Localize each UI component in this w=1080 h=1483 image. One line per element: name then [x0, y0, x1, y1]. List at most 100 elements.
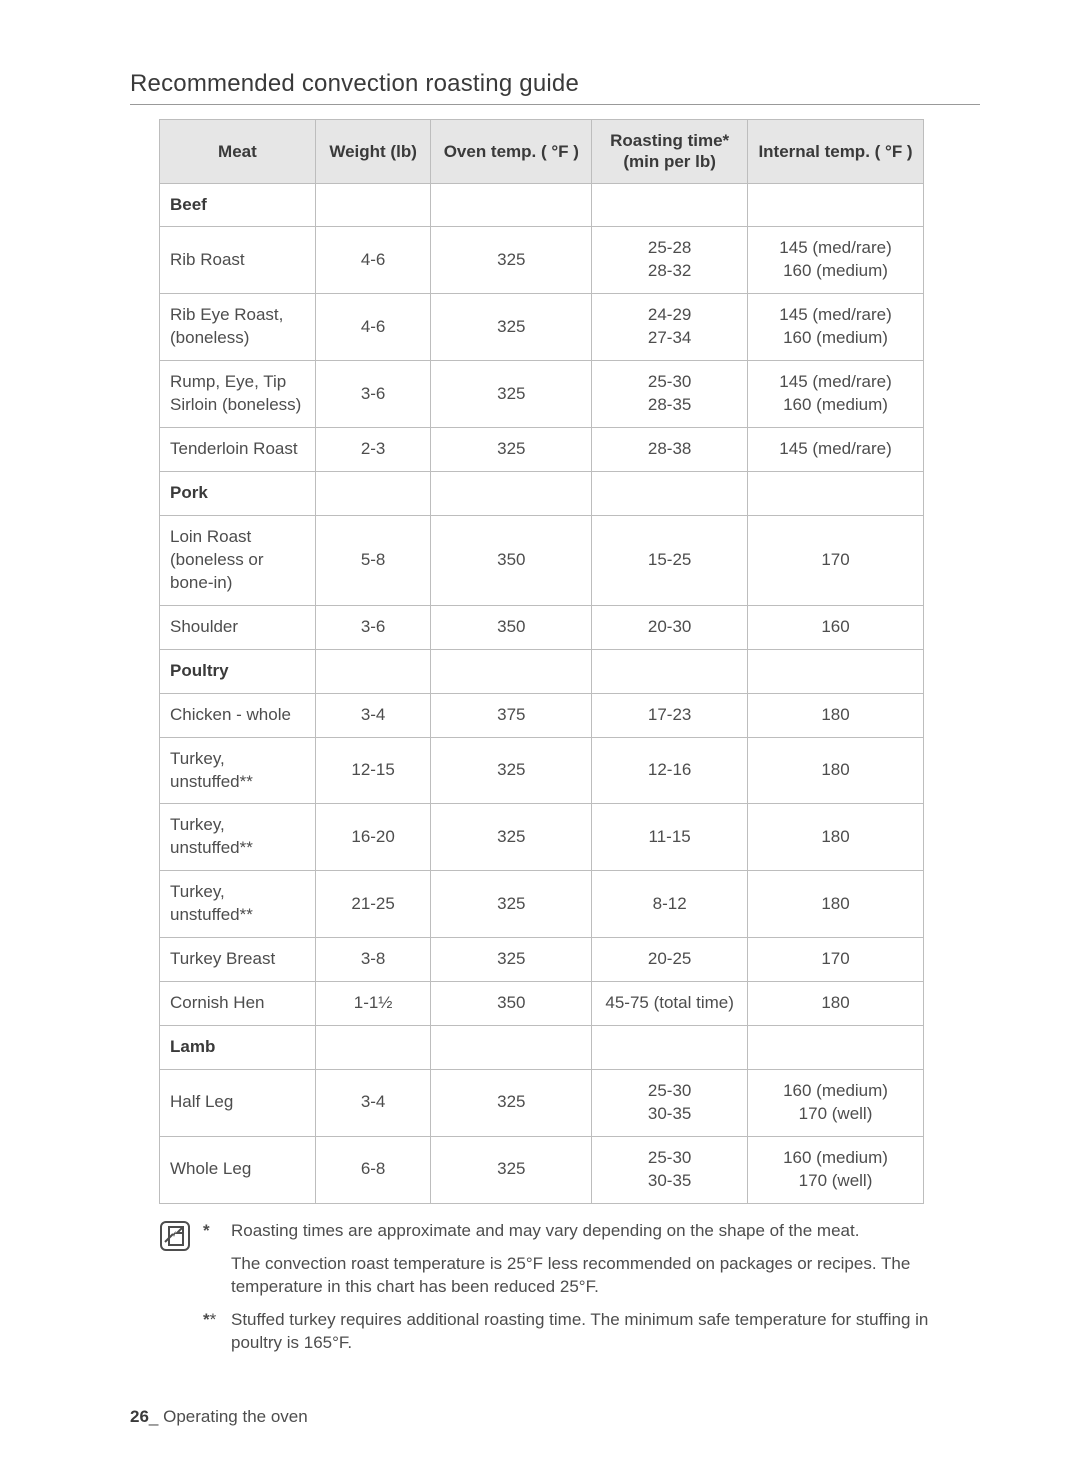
cell-internal: 180: [748, 871, 924, 938]
note-text: Roasting times are approximate and may v…: [231, 1220, 980, 1243]
cell-time: 12-16: [592, 737, 748, 804]
category-empty: [315, 183, 431, 227]
cell-meat: Rib Roast: [160, 227, 316, 294]
note-mark: *: [203, 1220, 231, 1243]
table-row: Rump, Eye, TipSirloin (boneless)3-632525…: [160, 361, 924, 428]
page-number: 26: [130, 1407, 149, 1426]
cell-oven: 325: [431, 737, 592, 804]
footer-section: Operating the oven: [163, 1407, 308, 1426]
col-internal: Internal temp. ( °F ): [748, 120, 924, 184]
cell-internal: 160: [748, 605, 924, 649]
category-empty: [748, 183, 924, 227]
cell-time: 20-30: [592, 605, 748, 649]
cell-time: 25-3030-35: [592, 1070, 748, 1137]
cell-time: 28-38: [592, 428, 748, 472]
table-row: Rib Eye Roast,(boneless)4-632524-2927-34…: [160, 294, 924, 361]
table-row: Half Leg3-432525-3030-35160 (medium)170 …: [160, 1070, 924, 1137]
cell-meat: Rib Eye Roast,(boneless): [160, 294, 316, 361]
cell-oven: 325: [431, 294, 592, 361]
cell-oven: 325: [431, 1136, 592, 1203]
cell-weight: 6-8: [315, 1136, 431, 1203]
cell-weight: 21-25: [315, 871, 431, 938]
cell-time: 25-2828-32: [592, 227, 748, 294]
category-empty: [592, 649, 748, 693]
page: Recommended convection roasting guide Me…: [0, 0, 1080, 1483]
cell-meat: Turkey,unstuffed**: [160, 804, 316, 871]
col-oven: Oven temp. ( °F ): [431, 120, 592, 184]
cell-oven: 350: [431, 605, 592, 649]
cell-meat: Cornish Hen: [160, 982, 316, 1026]
category-empty: [748, 649, 924, 693]
category-row: Beef: [160, 183, 924, 227]
category-empty: [431, 183, 592, 227]
category-name: Lamb: [160, 1026, 316, 1070]
cell-oven: 325: [431, 361, 592, 428]
category-empty: [431, 649, 592, 693]
category-name: Pork: [160, 472, 316, 516]
table-row: Tenderloin Roast2-332528-38145 (med/rare…: [160, 428, 924, 472]
cell-time: 25-3028-35: [592, 361, 748, 428]
cell-internal: 160 (medium)170 (well): [748, 1136, 924, 1203]
roasting-guide-table: Meat Weight (lb) Oven temp. ( °F ) Roast…: [159, 119, 924, 1204]
cell-internal: 170: [748, 515, 924, 605]
category-empty: [315, 1026, 431, 1070]
cell-internal: 145 (med/rare)160 (medium): [748, 294, 924, 361]
table-row: Turkey,unstuffed**12-1532512-16180: [160, 737, 924, 804]
table-row: Loin Roast(boneless orbone-in)5-835015-2…: [160, 515, 924, 605]
cell-time: 25-3030-35: [592, 1136, 748, 1203]
note-item: **Stuffed turkey requires additional roa…: [203, 1309, 980, 1355]
cell-meat: Half Leg: [160, 1070, 316, 1137]
cell-meat: Rump, Eye, TipSirloin (boneless): [160, 361, 316, 428]
cell-internal: 145 (med/rare)160 (medium): [748, 361, 924, 428]
cell-weight: 3-4: [315, 1070, 431, 1137]
cell-meat: Chicken - whole: [160, 693, 316, 737]
category-row: Poultry: [160, 649, 924, 693]
cell-weight: 2-3: [315, 428, 431, 472]
cell-weight: 3-4: [315, 693, 431, 737]
cell-oven: 325: [431, 804, 592, 871]
page-title: Recommended convection roasting guide: [130, 70, 980, 105]
category-empty: [431, 1026, 592, 1070]
cell-oven: 325: [431, 938, 592, 982]
table-row: Turkey,unstuffed**21-253258-12180: [160, 871, 924, 938]
cell-time: 15-25: [592, 515, 748, 605]
cell-meat: Turkey,unstuffed**: [160, 737, 316, 804]
note-icon: [159, 1220, 193, 1257]
cell-time: 20-25: [592, 938, 748, 982]
table-row: Turkey,unstuffed**16-2032511-15180: [160, 804, 924, 871]
category-empty: [592, 472, 748, 516]
cell-oven: 325: [431, 428, 592, 472]
category-empty: [748, 1026, 924, 1070]
category-empty: [748, 472, 924, 516]
notes-list: *Roasting times are approximate and may …: [203, 1220, 980, 1365]
category-name: Beef: [160, 183, 316, 227]
cell-internal: 160 (medium)170 (well): [748, 1070, 924, 1137]
category-empty: [315, 472, 431, 516]
category-empty: [431, 472, 592, 516]
table-row: Whole Leg6-832525-3030-35160 (medium)170…: [160, 1136, 924, 1203]
table-header: Meat Weight (lb) Oven temp. ( °F ) Roast…: [160, 120, 924, 184]
cell-oven: 325: [431, 227, 592, 294]
cell-time: 11-15: [592, 804, 748, 871]
cell-internal: 180: [748, 804, 924, 871]
cell-time: 8-12: [592, 871, 748, 938]
page-footer: 26_ Operating the oven: [130, 1407, 308, 1427]
cell-weight: 4-6: [315, 294, 431, 361]
cell-weight: 12-15: [315, 737, 431, 804]
footer-sep: _: [149, 1407, 163, 1426]
table-header-row: Meat Weight (lb) Oven temp. ( °F ) Roast…: [160, 120, 924, 184]
cell-internal: 145 (med/rare)160 (medium): [748, 227, 924, 294]
cell-internal: 180: [748, 693, 924, 737]
cell-meat: Whole Leg: [160, 1136, 316, 1203]
note-item: *Roasting times are approximate and may …: [203, 1220, 980, 1243]
cell-weight: 3-6: [315, 605, 431, 649]
cell-meat: Shoulder: [160, 605, 316, 649]
cell-weight: 4-6: [315, 227, 431, 294]
cell-internal: 170: [748, 938, 924, 982]
cell-meat: Tenderloin Roast: [160, 428, 316, 472]
cell-internal: 180: [748, 737, 924, 804]
category-empty: [592, 183, 748, 227]
col-time: Roasting time*(min per lb): [592, 120, 748, 184]
table-body: BeefRib Roast4-632525-2828-32145 (med/ra…: [160, 183, 924, 1203]
col-weight: Weight (lb): [315, 120, 431, 184]
